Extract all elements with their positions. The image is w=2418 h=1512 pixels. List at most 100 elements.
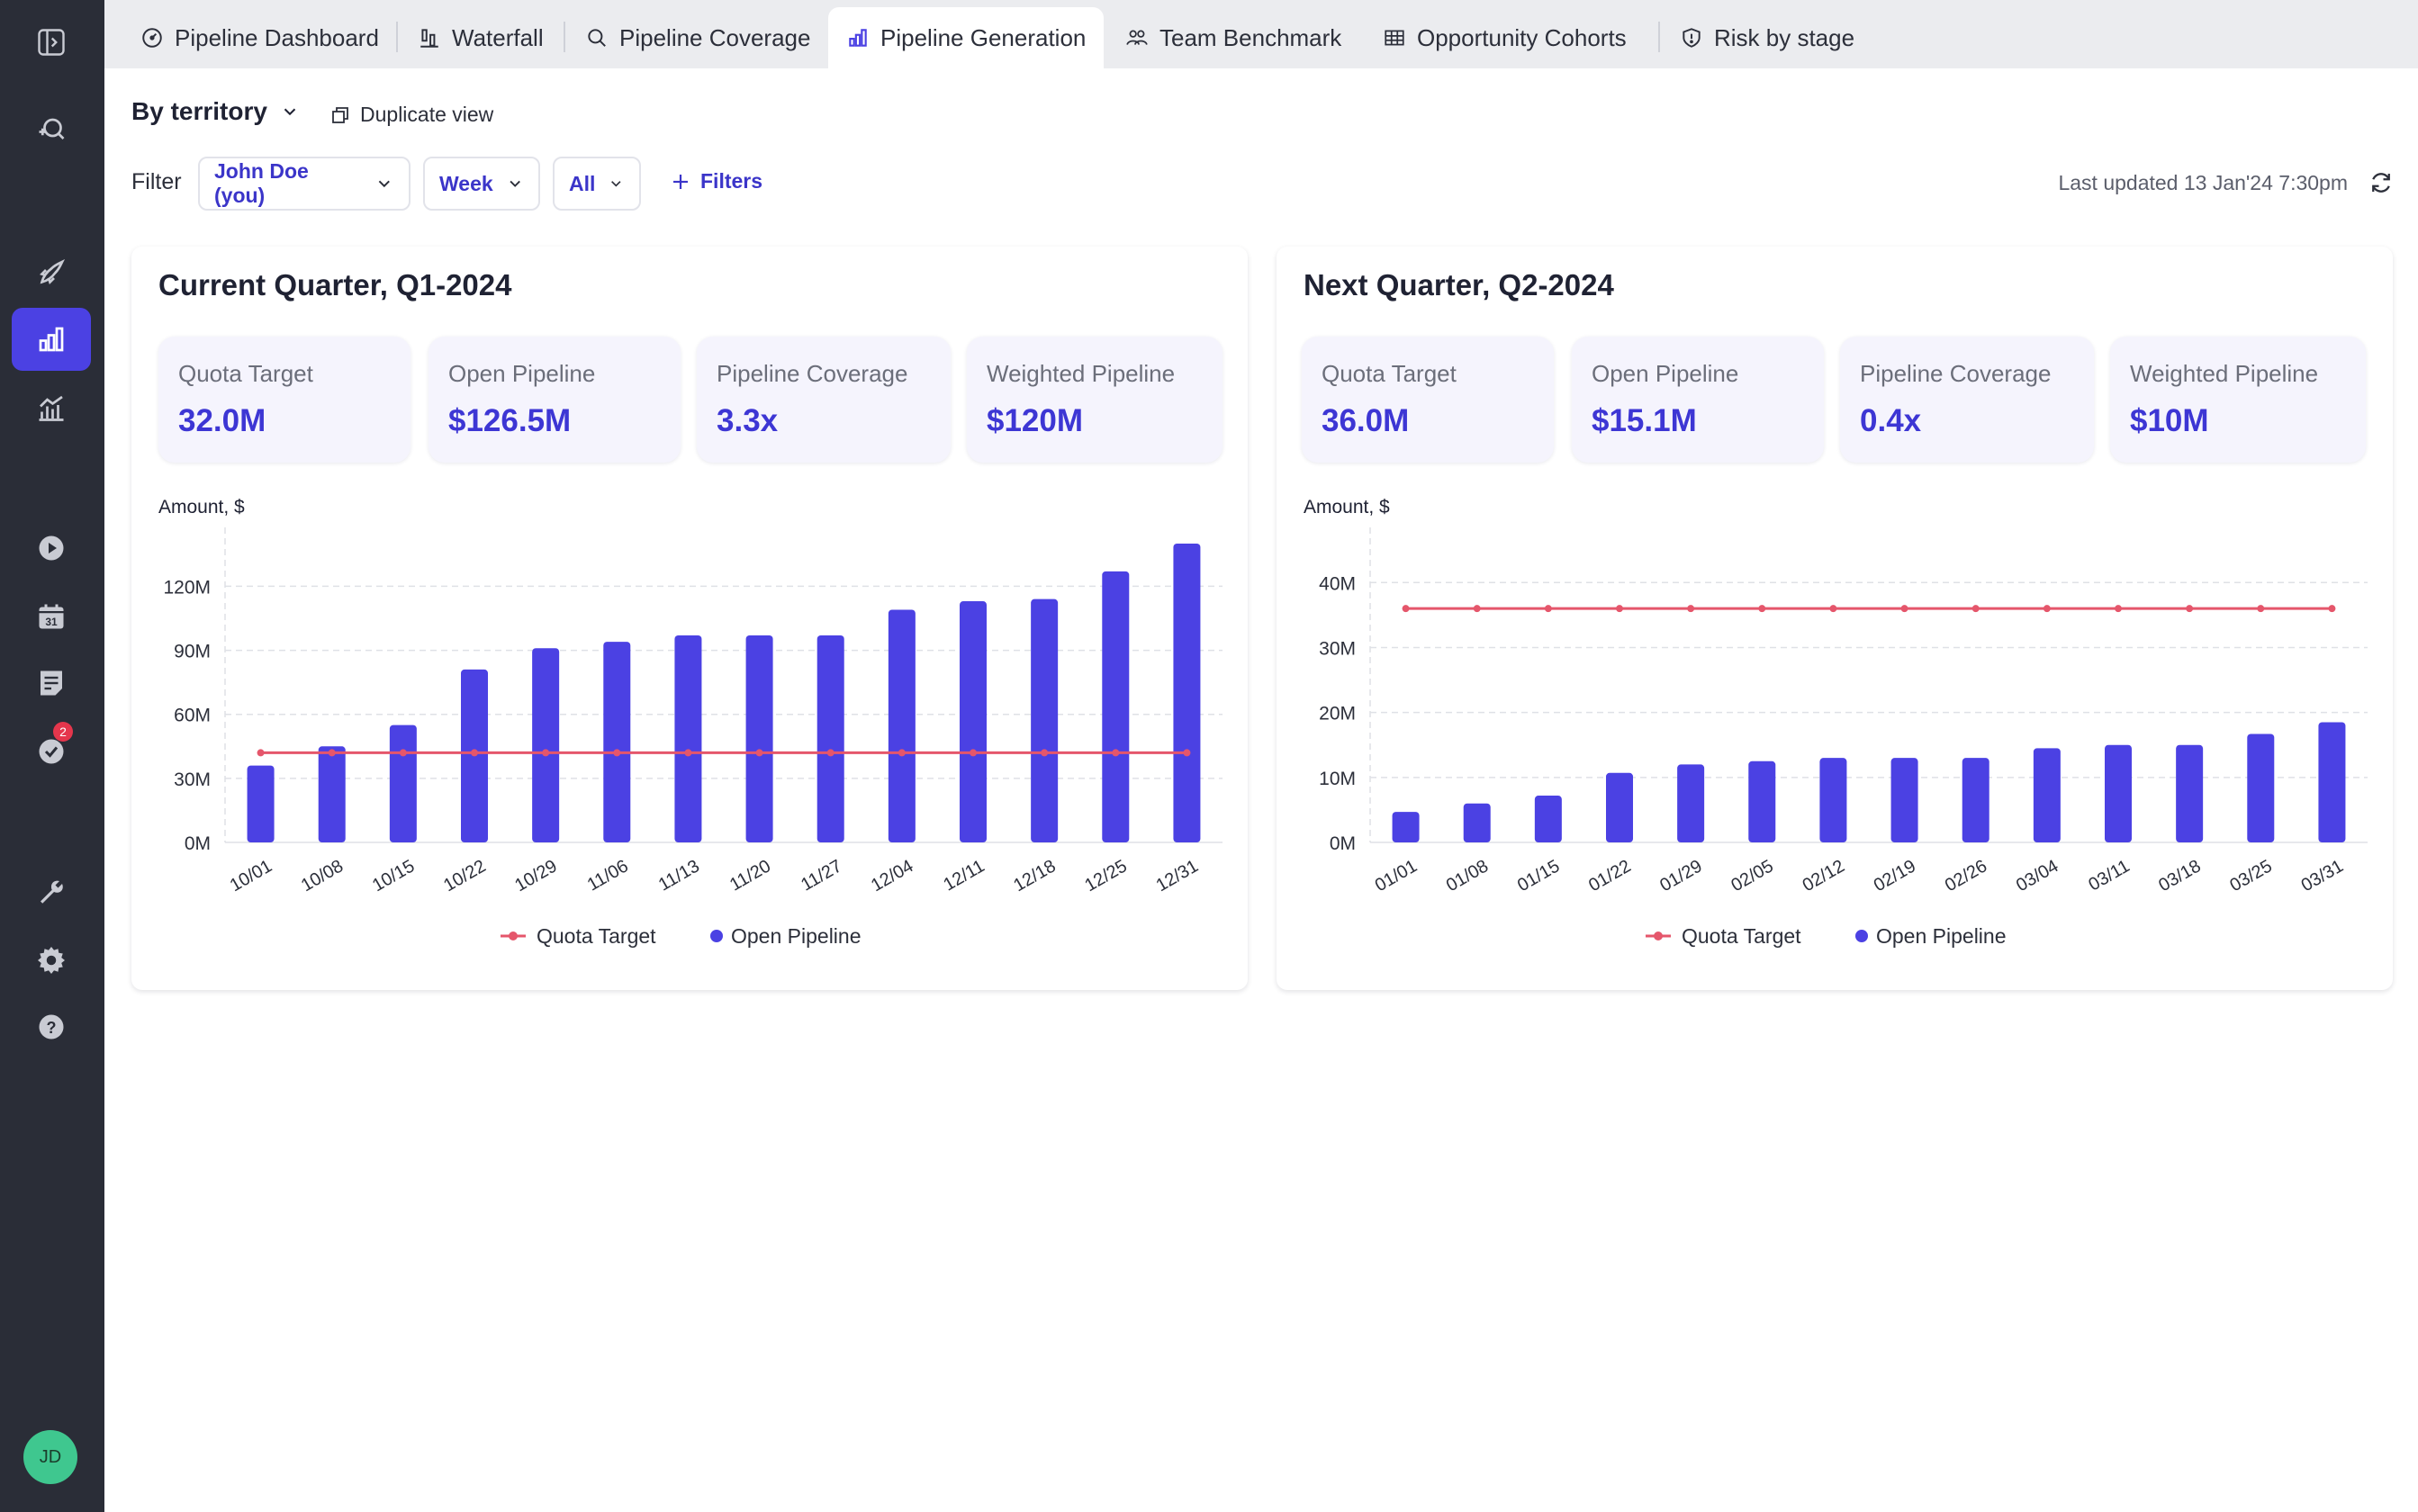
chevron-down-icon — [611, 181, 621, 187]
kpi-value: 0.4x — [1860, 403, 1922, 438]
y-tick-label: 30M — [174, 770, 211, 790]
tab-opportunity-cohorts[interactable]: Opportunity Cohorts — [1365, 7, 1645, 68]
tab-risk-by-stage[interactable]: Risk by stage — [1662, 7, 1872, 68]
plus-icon — [673, 174, 688, 189]
tab-label: Waterfall — [452, 23, 544, 51]
y-tick-label: 40M — [1319, 573, 1356, 594]
trend-chart-icon — [39, 395, 64, 421]
sidebar-toggle-icon — [38, 29, 65, 56]
sidebar-search-button[interactable] — [12, 99, 91, 162]
refresh-icon — [2372, 173, 2390, 193]
calendar-icon: 31 — [39, 604, 64, 629]
user-avatar[interactable]: JD — [23, 1430, 77, 1484]
current-quarter-card: Current Quarter, Q1-2024 Quota Target 32… — [131, 247, 1248, 990]
view-selector[interactable]: By territory — [131, 97, 300, 126]
sidebar-item-play[interactable] — [12, 517, 91, 580]
kpi-pipeline-coverage: Pipeline Coverage 3.3x — [697, 337, 951, 463]
svg-text:?: ? — [47, 1019, 57, 1037]
sidebar-toggle-button[interactable] — [12, 11, 91, 74]
view-title: By territory — [131, 97, 267, 125]
kpi-weighted-pipeline: Weighted Pipeline $10M — [2110, 337, 2366, 463]
kpi-label: Pipeline Coverage — [1860, 360, 2052, 387]
sidebar-item-notes[interactable] — [12, 652, 91, 715]
bar — [318, 746, 346, 842]
filter-period-dropdown[interactable]: Week — [423, 157, 540, 211]
search-icon — [39, 118, 65, 140]
legend-quota-label: Quota Target — [1682, 924, 1801, 948]
sidebar-item-pipeline[interactable] — [12, 308, 91, 371]
kpi-value: $10M — [2130, 403, 2209, 438]
check-circle-icon — [39, 739, 64, 764]
quota-target-point — [542, 749, 550, 757]
quota-target-point — [471, 749, 478, 757]
tab-label: Pipeline Coverage — [619, 23, 811, 51]
kpi-open-pipeline: Open Pipeline $15.1M — [1572, 337, 1824, 463]
quota-target-point — [1971, 605, 1980, 613]
duplicate-view-label: Duplicate view — [360, 103, 494, 126]
help-icon: ? — [39, 1014, 64, 1040]
filter-owner-value: John Doe (you) — [214, 159, 309, 207]
bar — [1962, 758, 1989, 842]
quota-target-point — [1829, 605, 1837, 613]
refresh-button[interactable] — [2368, 169, 2395, 201]
sidebar-item-help[interactable]: ? — [12, 995, 91, 1058]
card-title: Current Quarter, Q1-2024 — [158, 268, 512, 302]
quota-target-point — [1112, 749, 1120, 757]
kpi-label: Weighted Pipeline — [2130, 360, 2319, 387]
kpi-label: Quota Target — [1322, 360, 1457, 387]
legend-pipeline-label: Open Pipeline — [1876, 924, 2007, 948]
sidebar-item-calendar[interactable]: 31 — [12, 585, 91, 648]
x-tick-label: 01/15 — [1514, 856, 1563, 896]
x-tick-label: 03/18 — [2155, 856, 2204, 896]
quota-target-point — [970, 749, 977, 757]
next-quarter-card: Next Quarter, Q2-2024 Quota Target 36.0M… — [1277, 247, 2393, 990]
kpi-label: Open Pipeline — [1592, 360, 1739, 387]
quota-target-point — [826, 749, 835, 757]
tab-pipeline-coverage[interactable]: Pipeline Coverage — [567, 7, 828, 68]
y-axis-label: Amount, $ — [1304, 497, 1390, 518]
sidebar-item-tools[interactable] — [12, 860, 91, 923]
filter-owner-dropdown[interactable]: John Doe (you) — [198, 157, 411, 211]
y-tick-label: 0M — [185, 833, 211, 854]
sidebar-item-launch[interactable] — [12, 241, 91, 304]
y-tick-label: 60M — [174, 706, 211, 726]
tab-waterfall[interactable]: Waterfall — [400, 7, 562, 68]
add-filters-button[interactable]: Filters — [670, 169, 762, 194]
bar — [817, 634, 844, 842]
tab-pipeline-dashboard[interactable]: Pipeline Dashboard — [122, 7, 397, 68]
sidebar-item-trends[interactable] — [12, 376, 91, 439]
tab-divider — [396, 22, 398, 52]
bar — [603, 642, 631, 842]
card-title: Next Quarter, Q2-2024 — [1304, 268, 1614, 302]
kpi-quota-target: Quota Target 36.0M — [1302, 337, 1554, 463]
bar — [888, 609, 916, 842]
tab-pipeline-generation[interactable]: Pipeline Generation — [828, 7, 1105, 68]
quota-target-point — [1758, 605, 1766, 613]
quota-target-point — [1900, 605, 1908, 613]
bar — [1890, 758, 1918, 842]
x-tick-label: 03/25 — [2226, 856, 2275, 896]
duplicate-view-button[interactable]: Duplicate view — [329, 103, 493, 127]
filter-period-value: Week — [439, 171, 493, 195]
bar — [674, 634, 702, 842]
tab-team-benchmark[interactable]: Team Benchmark — [1107, 7, 1359, 68]
x-tick-label: 01/22 — [1585, 856, 1634, 896]
x-tick-label: 01/01 — [1372, 856, 1421, 896]
quota-target-point — [1616, 605, 1623, 613]
quota-target-point — [328, 749, 336, 757]
y-tick-label: 0M — [1330, 833, 1356, 854]
bar — [745, 634, 773, 842]
sidebar-item-tasks[interactable] — [12, 720, 91, 783]
kpi-label: Weighted Pipeline — [987, 360, 1176, 387]
bar — [2176, 744, 2204, 842]
filter-scope-dropdown[interactable]: All — [553, 157, 641, 211]
kpi-value: 32.0M — [178, 403, 266, 438]
gauge-icon — [142, 28, 162, 48]
quota-target-point — [898, 749, 906, 757]
tab-label: Team Benchmark — [1159, 23, 1342, 51]
sidebar-item-settings[interactable] — [12, 929, 91, 992]
kpi-value: $120M — [987, 403, 1084, 438]
bar — [1748, 760, 1776, 842]
x-tick-label: 10/15 — [369, 856, 418, 896]
kpi-weighted-pipeline: Weighted Pipeline $120M — [967, 337, 1223, 463]
